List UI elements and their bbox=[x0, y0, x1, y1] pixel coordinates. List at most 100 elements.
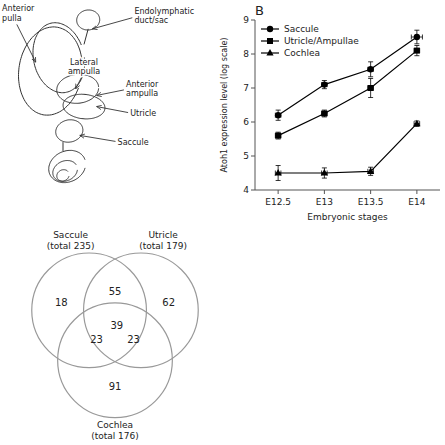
text-line: E13 bbox=[316, 197, 333, 207]
annotation-arrow bbox=[17, 24, 36, 62]
data-point bbox=[321, 169, 328, 176]
venn-circle bbox=[84, 253, 199, 368]
annotation: Lateralampulla bbox=[68, 58, 100, 77]
data-point bbox=[321, 111, 327, 117]
venn-region-value: 62 bbox=[162, 297, 175, 308]
y-tick bbox=[251, 190, 255, 191]
data-point bbox=[275, 133, 281, 139]
venn-region-value: 91 bbox=[109, 381, 122, 392]
annotation: Utricle bbox=[130, 109, 156, 118]
text-line: 55 bbox=[109, 286, 122, 297]
text-line: 62 bbox=[162, 297, 175, 308]
venn-region-value: 23 bbox=[90, 334, 103, 345]
text-line: Anterior bbox=[2, 4, 35, 13]
text-line: 91 bbox=[109, 381, 122, 392]
text-line: 6 bbox=[243, 117, 249, 127]
y-error-cap bbox=[368, 61, 373, 62]
x-tick-label: E13 bbox=[316, 197, 333, 207]
x-tick-label: E14 bbox=[408, 197, 425, 207]
y-tick bbox=[251, 88, 255, 89]
text-line: duct/sac bbox=[134, 16, 168, 25]
text-line: 8 bbox=[243, 49, 249, 59]
data-point bbox=[413, 120, 420, 127]
y-error-cap bbox=[322, 80, 327, 81]
anatomy-outline bbox=[56, 120, 83, 142]
venn-region-value: 55 bbox=[109, 286, 122, 297]
y-tick-label: 7 bbox=[243, 83, 249, 93]
y-error-cap bbox=[322, 110, 327, 111]
text-line: E13.5 bbox=[358, 197, 384, 207]
text-line: Saccule bbox=[118, 138, 149, 147]
x-tick bbox=[370, 190, 371, 194]
text-line: 39 bbox=[110, 320, 123, 331]
y-tick-label: 5 bbox=[243, 151, 249, 161]
y-error-cap bbox=[276, 120, 281, 121]
data-point bbox=[321, 81, 327, 87]
annotation-arrow bbox=[76, 77, 82, 89]
data-point bbox=[367, 66, 373, 72]
text-line: Cochlea bbox=[284, 48, 320, 58]
text-line: Anterior bbox=[126, 80, 159, 89]
y-error-cap bbox=[368, 76, 373, 77]
y-error-cap bbox=[414, 43, 419, 44]
x-tick-label: E12.5 bbox=[265, 197, 291, 207]
y-error-cap bbox=[322, 167, 327, 168]
line-panel: B456789E12.5E13E13.5E14Embryonic stagesA… bbox=[220, 3, 440, 223]
panel-title: B bbox=[255, 3, 264, 18]
y-error-cap bbox=[368, 175, 373, 176]
venn-circle bbox=[32, 253, 147, 368]
venn-panel: Saccule(total 235) Utricle(total 179) Coch… bbox=[32, 230, 199, 441]
anatomy-outline bbox=[49, 150, 85, 182]
plot-area bbox=[275, 30, 423, 180]
y-error-cap bbox=[414, 55, 419, 56]
y-tick-label: 6 bbox=[243, 117, 249, 127]
legend: SacculeUtricle/AmpullaeCochlea bbox=[261, 24, 359, 58]
text-line: 7 bbox=[243, 83, 249, 93]
y-axis bbox=[255, 20, 256, 190]
annotation: Saccule bbox=[118, 138, 149, 147]
y-tick-label: 4 bbox=[243, 185, 249, 195]
y-error-cap bbox=[322, 178, 327, 179]
y-tick-label: 9 bbox=[243, 15, 249, 25]
anatomy-outline bbox=[57, 170, 69, 181]
legend-label: Saccule bbox=[284, 24, 319, 34]
legend-marker bbox=[267, 38, 273, 44]
y-error-cap bbox=[322, 116, 327, 117]
venn-set-label: Saccule(total 235) bbox=[47, 230, 95, 251]
text-line: 18 bbox=[55, 297, 68, 308]
venn-set-label: Cochlea(total 176) bbox=[91, 420, 139, 441]
text-line: Lateral bbox=[70, 58, 98, 67]
annotation: Anteriorpulla bbox=[2, 4, 35, 23]
y-error-cap bbox=[276, 110, 281, 111]
venn-set-label: Utricle(total 179) bbox=[139, 230, 187, 251]
series-line bbox=[278, 124, 417, 173]
venn-region-value: 23 bbox=[127, 334, 140, 345]
y-axis-label: Atoh1 expression level (log scale) bbox=[220, 38, 229, 173]
text-line: E12.5 bbox=[265, 197, 291, 207]
text-line: B bbox=[255, 3, 264, 18]
text-line: ampulla bbox=[68, 67, 100, 76]
anatomy-outline bbox=[63, 142, 64, 151]
annotation: Anteriorampulla bbox=[126, 80, 159, 99]
text-line: Endolymphatic bbox=[134, 7, 194, 16]
y-error-cap bbox=[414, 45, 419, 46]
anatomy-outline bbox=[84, 29, 88, 45]
anatomy-panel: Endolymphaticduct/sac Lateralampulla Anter… bbox=[2, 4, 194, 182]
series-line bbox=[278, 51, 417, 136]
text-line: Cochlea bbox=[97, 420, 133, 430]
text-line: Saccule bbox=[53, 230, 88, 240]
text-line: pulla bbox=[2, 14, 22, 23]
venn-region-value: 18 bbox=[55, 297, 68, 308]
data-point bbox=[414, 34, 420, 40]
annotation-arrow bbox=[97, 107, 129, 113]
y-error-cap bbox=[276, 180, 281, 181]
x-tick-label: E13.5 bbox=[358, 197, 384, 207]
x-axis bbox=[255, 190, 440, 191]
y-tick-label: 8 bbox=[243, 49, 249, 59]
y-tick bbox=[251, 122, 255, 123]
x-tick bbox=[416, 190, 417, 194]
x-tick bbox=[278, 190, 279, 194]
anatomy-outline bbox=[57, 74, 99, 103]
legend-marker bbox=[266, 49, 273, 56]
text-line: 23 bbox=[127, 334, 140, 345]
